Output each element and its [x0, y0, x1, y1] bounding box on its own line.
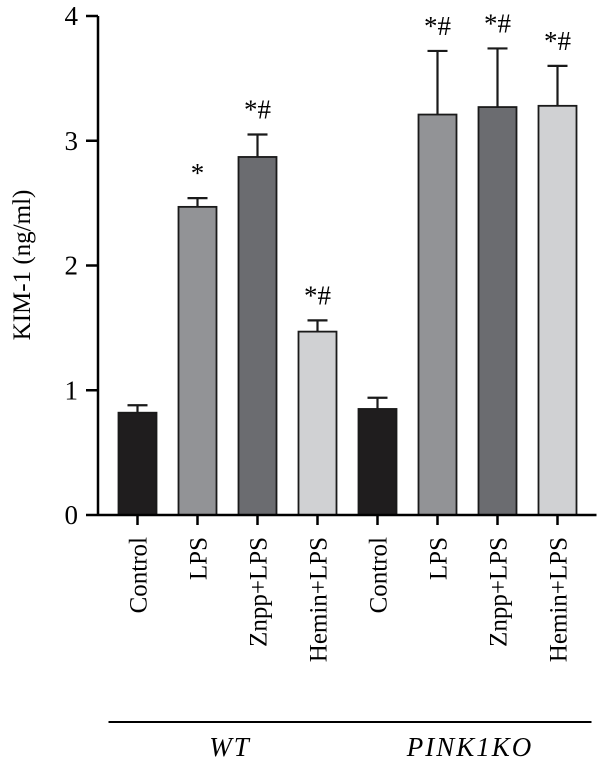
significance-label: *# [484, 8, 512, 38]
bar [117, 411, 158, 516]
x-tick-label: Hemin+LPS [306, 537, 333, 662]
group-label: PINK1KO [406, 732, 534, 762]
group-brackets: WT PINK1KO [108, 721, 592, 762]
y-axis-label: KIM-1 (ng/ml) [9, 190, 36, 341]
bar [477, 106, 518, 516]
y-tick-label: 4 [65, 1, 79, 31]
bar [297, 330, 338, 516]
y-tick-label: 2 [65, 251, 79, 281]
x-axis: Control LPS Znpp+LPS Hemin+LPS Control LPS Znp… [98, 513, 597, 662]
group-label: WT [209, 732, 251, 762]
x-tick-label: Znpp+LPS [246, 537, 273, 647]
bar [237, 156, 278, 516]
bar [417, 113, 458, 516]
y-tick-label: 1 [65, 375, 79, 405]
y-axis: 0 1 2 3 4 [65, 1, 100, 530]
significance-label: *# [244, 95, 272, 125]
x-tick-label: Znpp+LPS [486, 537, 513, 647]
significance-label: * [191, 158, 205, 188]
x-tick-label: Control [126, 537, 153, 613]
bar [357, 408, 398, 516]
x-tick-label: LPS [186, 537, 213, 580]
x-tick-label: LPS [426, 537, 453, 580]
y-tick-label: 0 [65, 500, 79, 530]
y-tick-label: 3 [65, 126, 79, 156]
significance-label: *# [544, 26, 572, 56]
significance-label: *# [424, 11, 452, 41]
bar [537, 104, 578, 516]
x-tick-label: Hemin+LPS [546, 537, 573, 662]
significance-label: *# [304, 280, 332, 310]
bar [177, 205, 218, 516]
x-tick-label: Control [366, 537, 393, 613]
bars: * *# *# *# *# *# [117, 8, 578, 516]
